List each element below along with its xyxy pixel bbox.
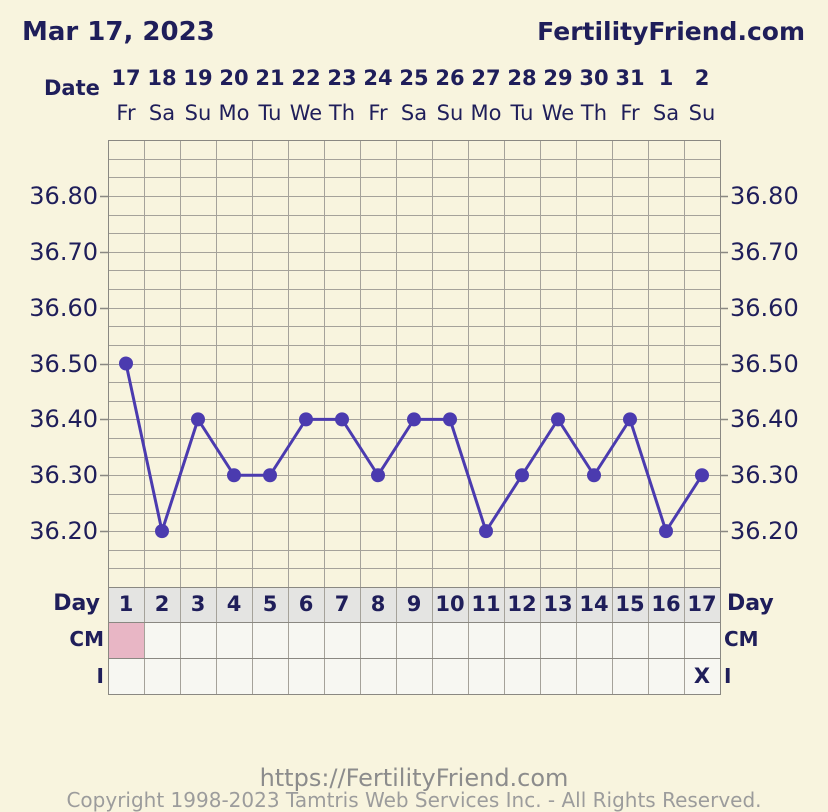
- cycle-day-label: 2: [154, 592, 170, 616]
- date-label: 17: [111, 66, 141, 90]
- weekday-label: Sa: [652, 101, 680, 125]
- weekday-label: Sa: [400, 101, 428, 125]
- date-row-label: Date: [44, 76, 100, 100]
- cycle-day-label: 1: [118, 592, 134, 616]
- weekday-label: Su: [688, 101, 716, 125]
- y-tick-label-right: 36.20: [730, 517, 799, 546]
- cycle-day-label: 10: [435, 592, 465, 616]
- cycle-day-label: 16: [651, 592, 681, 616]
- cycle-day-label: 13: [543, 592, 573, 616]
- y-tick-label-right: 36.70: [730, 237, 799, 266]
- weekday-label: Sa: [148, 101, 176, 125]
- date-label: 2: [694, 66, 710, 90]
- cycle-day-label: 12: [507, 592, 537, 616]
- weekday-label: Th: [580, 101, 608, 125]
- cycle-day-label: 3: [190, 592, 206, 616]
- date-label: 18: [147, 66, 177, 90]
- temperature-point: [191, 412, 205, 427]
- date-label: 25: [399, 66, 429, 90]
- cycle-day-label: 17: [687, 592, 717, 616]
- weekday-label: Th: [328, 101, 356, 125]
- cm-row-label-left: CM: [69, 627, 104, 651]
- site-name: FertilityFriend.com: [537, 17, 805, 46]
- chart-labels: 17 Fr 1 18 Sa 2 19 Su 3 20 Mo 4 21 Tu 5 22 We 6 23 Th 7 24 Fr 8…: [29, 66, 799, 688]
- date-label: 22: [291, 66, 321, 90]
- weekday-label: Tu: [258, 101, 282, 125]
- date-label: 24: [363, 66, 393, 90]
- cycle-day-label: 7: [334, 592, 350, 616]
- temperature-point: [551, 412, 565, 427]
- date-label: 23: [327, 66, 357, 90]
- weekday-label: Su: [184, 101, 212, 125]
- temperature-point: [587, 468, 601, 483]
- day-row-label-left: Day: [53, 591, 100, 616]
- y-tick-label-left: 36.80: [29, 181, 98, 210]
- weekday-label: We: [289, 101, 323, 125]
- y-tick-label-right: 36.60: [730, 293, 799, 322]
- weekday-label: Mo: [218, 101, 250, 125]
- y-tick-label-right: 36.40: [730, 405, 799, 434]
- date-label: 27: [471, 66, 501, 90]
- footer-url: https://FertilityFriend.com: [259, 764, 569, 792]
- temperature-point: [299, 412, 313, 427]
- y-tick-label-right: 36.50: [730, 349, 799, 378]
- date-label: 20: [219, 66, 249, 90]
- y-tick-label-left: 36.70: [29, 237, 98, 266]
- weekday-label: Su: [436, 101, 464, 125]
- y-tick-label-left: 36.60: [29, 293, 98, 322]
- temperature-point: [443, 412, 457, 427]
- temperature-point: [335, 412, 349, 427]
- date-label: 28: [507, 66, 537, 90]
- cycle-day-label: 6: [298, 592, 314, 616]
- grid-border: [108, 140, 721, 695]
- y-tick-label-left: 36.30: [29, 461, 98, 490]
- intercourse-mark: X: [693, 664, 711, 688]
- cycle-day-label: 11: [471, 592, 501, 616]
- weekday-label: Fr: [620, 101, 640, 125]
- date-label: 29: [543, 66, 573, 90]
- cycle-day-label: 14: [579, 592, 609, 616]
- cm-cell-fill: [108, 622, 144, 658]
- day-row-background: [108, 587, 720, 622]
- weekday-label: Mo: [470, 101, 502, 125]
- date-label: 26: [435, 66, 465, 90]
- temperature-point: [155, 524, 169, 539]
- temperature-point: [263, 468, 277, 483]
- temperature-point: [119, 356, 133, 371]
- cm-row-label-right: CM: [724, 627, 759, 651]
- cycle-day-label: 5: [262, 592, 278, 616]
- day-row-label-right: Day: [727, 591, 774, 616]
- cycle-day-label: 9: [406, 592, 422, 616]
- weekday-label: Tu: [510, 101, 534, 125]
- cycle-day-label: 8: [370, 592, 386, 616]
- cycle-day-label: 4: [226, 592, 242, 616]
- date-label: 19: [183, 66, 213, 90]
- weekday-label: Fr: [116, 101, 136, 125]
- weekday-label: We: [541, 101, 575, 125]
- y-tick-label-left: 36.20: [29, 517, 98, 546]
- temperature-point: [479, 524, 493, 539]
- cycle-day-label: 15: [615, 592, 645, 616]
- intercourse-row-label-left: I: [96, 664, 104, 688]
- y-tick-label-left: 36.50: [29, 349, 98, 378]
- copyright-notice: Copyright 1998-2023 Tamtris Web Services…: [66, 788, 762, 812]
- weekday-label: Fr: [368, 101, 388, 125]
- y-tick-label-right: 36.30: [730, 461, 799, 490]
- intercourse-row-label-right: I: [724, 664, 732, 688]
- temperature-point: [227, 468, 241, 483]
- temperature-point: [695, 468, 709, 483]
- temperature-chart-graphic: [100, 140, 728, 695]
- chart-date-title: Mar 17, 2023: [22, 17, 215, 47]
- date-label: 21: [255, 66, 285, 90]
- y-tick-label-left: 36.40: [29, 405, 98, 434]
- y-tick-label-right: 36.80: [730, 181, 799, 210]
- date-label: 30: [579, 66, 609, 90]
- temperature-point: [659, 524, 673, 539]
- temperature-point: [407, 412, 421, 427]
- temperature-point: [623, 412, 637, 427]
- temperature-point: [515, 468, 529, 483]
- temperature-point: [371, 468, 385, 483]
- date-label: 31: [615, 66, 645, 90]
- date-label: 1: [658, 66, 674, 90]
